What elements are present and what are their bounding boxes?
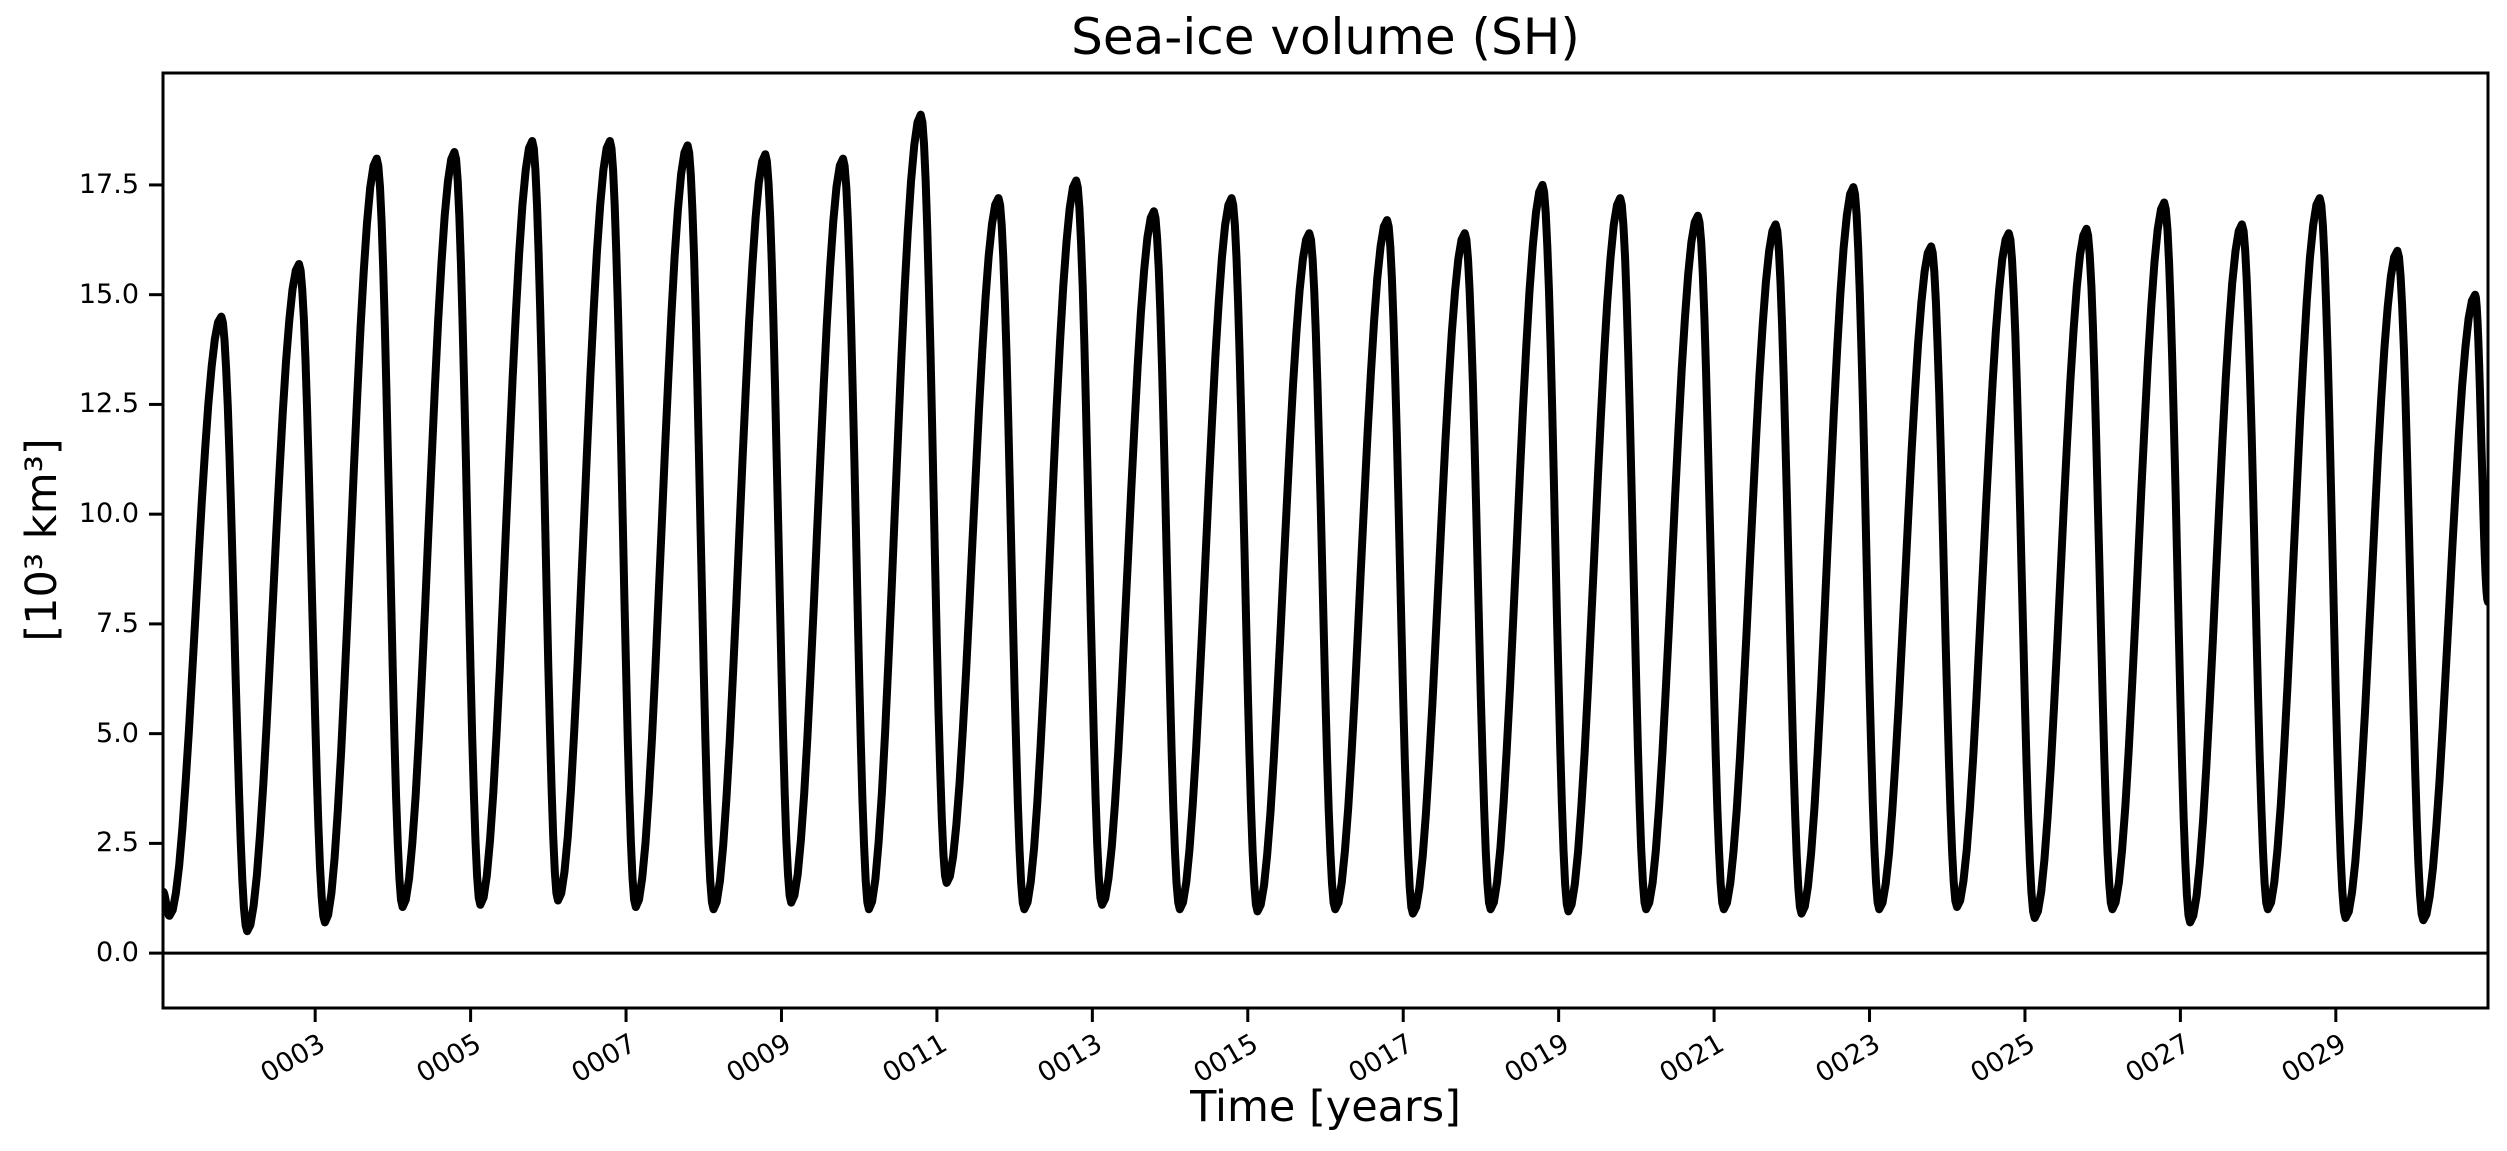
y-tick-label: 7.5 [96, 607, 139, 639]
x-axis-tick-marks [313, 1008, 2338, 1022]
y-tick-label: 12.5 [78, 388, 139, 420]
chart-title: Sea-ice volume (SH) [1071, 8, 1580, 66]
y-tick-label: 15.0 [78, 278, 139, 310]
y-tick-label: 17.5 [78, 168, 139, 200]
y-axis-tick-marks [149, 183, 163, 955]
axes-frame [161, 71, 2490, 1010]
y-tick-label: 0.0 [96, 937, 139, 969]
y-tick-label: 10.0 [78, 498, 139, 530]
x-axis-label: Time [years] [1190, 1082, 1461, 1132]
y-tick-label: 2.5 [96, 827, 139, 859]
y-tick-label: 5.0 [96, 717, 139, 749]
sea-ice-volume-series-line [163, 110, 2488, 936]
